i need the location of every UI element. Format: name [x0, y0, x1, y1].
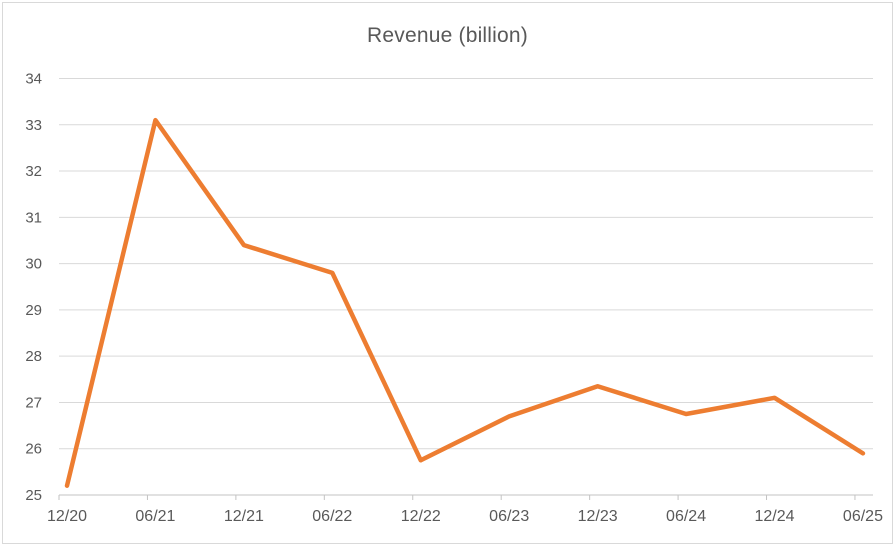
y-axis-label: 33 — [25, 117, 42, 134]
x-axis-label: 12/20 — [47, 508, 87, 525]
x-axis-label: 12/23 — [578, 508, 618, 525]
x-axis-label: 06/22 — [312, 508, 352, 525]
y-axis-label: 32 — [25, 163, 42, 180]
y-axis-label: 31 — [25, 209, 42, 226]
y-axis-label: 34 — [25, 71, 42, 88]
y-axis-label: 28 — [25, 348, 42, 365]
y-axis-label: 25 — [25, 487, 42, 504]
x-axis-label: 12/21 — [224, 508, 264, 525]
x-axis-label: 06/24 — [666, 508, 706, 525]
revenue-series-line — [64, 117, 866, 488]
x-axis-label: 12/22 — [401, 508, 441, 525]
x-axis-label: 06/21 — [135, 508, 175, 525]
y-axis-label: 29 — [25, 302, 42, 319]
y-axis-label: 26 — [25, 441, 42, 458]
y-axis-label: 30 — [25, 256, 42, 273]
x-axis-label: 06/25 — [843, 508, 883, 525]
x-axis-label: 12/24 — [754, 508, 794, 525]
x-axis-label: 06/23 — [489, 508, 529, 525]
y-axis-label: 27 — [25, 394, 42, 411]
